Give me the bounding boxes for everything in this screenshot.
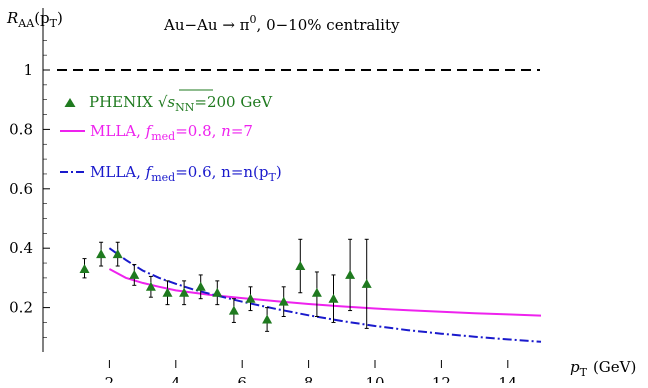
y-axis-title: RAA(pT) [6, 9, 63, 30]
legend: PHENIX √sNN=200 GeV MLLA, fmed=0.8, n=7 M… [60, 89, 282, 184]
series-line-1 [108, 268, 542, 317]
legend-label-phenix: PHENIX √sNN=200 GeV [89, 93, 273, 114]
x-tick-label: 14 [498, 374, 517, 383]
data-point-triangle [212, 287, 223, 297]
data-point-triangle [278, 296, 289, 306]
y-tick-label: 0.8 [9, 120, 33, 138]
series-points [79, 238, 372, 332]
y-tick-label: 0.4 [9, 239, 33, 257]
legend-entry-phenix: PHENIX √sNN=200 GeV [64, 89, 273, 114]
data-point-triangle [228, 305, 239, 315]
series-lines [108, 247, 542, 343]
x-tick-label: 8 [304, 374, 314, 383]
y-tick-label: 0.6 [9, 180, 33, 198]
data-point-triangle [179, 287, 190, 297]
chart-title: Au−Au → π0, 0−10% centrality [163, 13, 400, 34]
data-point-triangle [295, 261, 306, 271]
data-point-triangle [345, 269, 356, 279]
data-point-triangle [195, 281, 206, 291]
y-tick-label: 1 [23, 61, 33, 79]
data-point-triangle [361, 278, 372, 288]
legend-triangle-marker [64, 98, 76, 107]
legend-label-mlla-a: MLLA, fmed=0.8, n=7 [90, 122, 253, 143]
data-point-triangle [145, 281, 156, 291]
x-tick-label: 4 [171, 374, 181, 383]
legend-entry-mlla-b: MLLA, fmed=0.6, n=n(pT) [60, 163, 282, 184]
x-tick-label: 2 [105, 374, 115, 383]
axes: 0.20.40.60.812 4 6 8 10 12 14 [9, 8, 517, 388]
legend-label-mlla-b: MLLA, fmed=0.6, n=n(pT) [90, 163, 282, 184]
x-tick-label: 6 [237, 374, 247, 383]
data-point-triangle [129, 269, 140, 279]
x-tick-label: 12 [432, 374, 451, 383]
x-tick-label: 10 [365, 374, 384, 383]
y-tick-label: 0.2 [9, 299, 33, 317]
data-point-triangle [328, 293, 339, 303]
legend-entry-mlla-a: MLLA, fmed=0.8, n=7 [60, 122, 253, 143]
series-line-2 [108, 247, 542, 343]
data-point-triangle [311, 287, 322, 297]
data-point-triangle [79, 263, 90, 273]
data-point-triangle [96, 249, 107, 259]
data-point-triangle [245, 293, 256, 303]
data-point-triangle [162, 287, 173, 297]
data-point-triangle [262, 314, 273, 324]
x-axis-title: pT (GeV) [570, 358, 636, 379]
data-point-triangle [112, 249, 123, 259]
